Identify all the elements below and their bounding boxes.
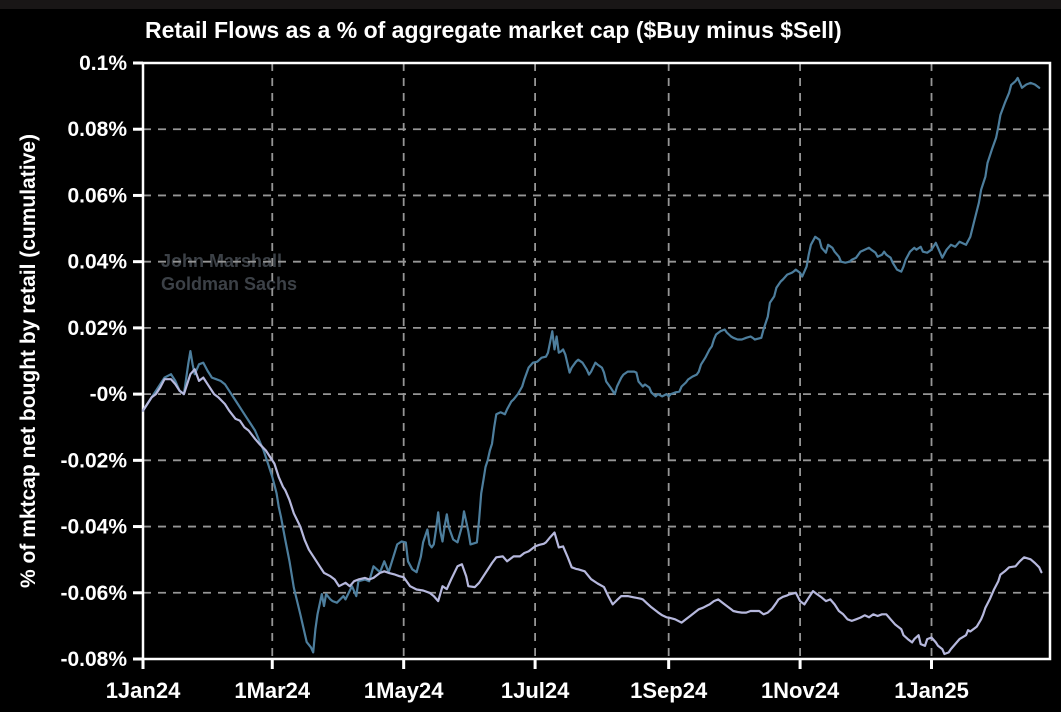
y-tick-label: 0.08% bbox=[67, 118, 127, 141]
chart-title: Retail Flows as a % of aggregate market … bbox=[145, 17, 842, 43]
y-tick-label: -0.06% bbox=[60, 582, 127, 605]
x-tick-label: 1Jul24 bbox=[501, 678, 570, 703]
x-tick-label: 1Jan25 bbox=[894, 678, 969, 703]
y-tick-label: 0.1% bbox=[79, 52, 127, 75]
y-tick-label: 0.02% bbox=[67, 317, 127, 340]
x-tick-label: 1Mar24 bbox=[234, 678, 311, 703]
y-axis-title: % of mktcap net bought by retail (cumula… bbox=[17, 134, 40, 588]
watermark-firm: Goldman Sachs bbox=[161, 274, 298, 294]
y-tick-label: 0.06% bbox=[67, 184, 127, 207]
y-tick-label: -0.04% bbox=[60, 516, 127, 539]
x-tick-label: 1May24 bbox=[364, 678, 444, 703]
y-tick-label: -0.02% bbox=[60, 449, 127, 472]
y-tick-label: -0.08% bbox=[60, 648, 127, 671]
x-tick-label: 1Nov24 bbox=[761, 678, 840, 703]
data-line-series-1-steel-blue bbox=[141, 76, 1041, 654]
x-tick-label: 1Sep24 bbox=[630, 678, 708, 703]
plot-frame bbox=[141, 61, 1052, 661]
y-tick-label: -0% bbox=[90, 383, 128, 406]
top-strip bbox=[0, 0, 1061, 9]
x-tick-label: 1Jan24 bbox=[106, 678, 181, 703]
data-line-series-2-lavender bbox=[141, 368, 1043, 656]
y-tick-label: 0.04% bbox=[67, 251, 127, 274]
